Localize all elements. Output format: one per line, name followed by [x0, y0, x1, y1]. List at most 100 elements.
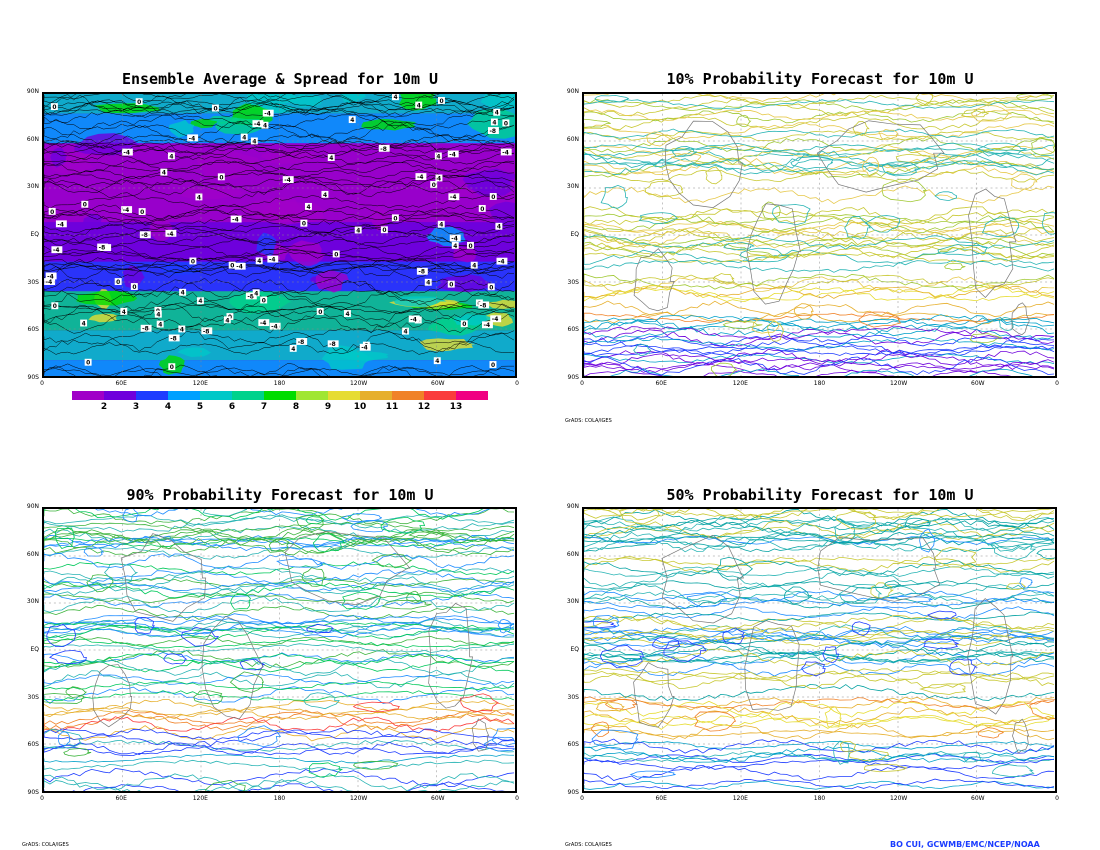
map-p90	[42, 507, 517, 793]
contour-line	[822, 646, 840, 664]
contour-line	[1005, 582, 1027, 590]
contour-line	[751, 318, 780, 334]
contour-label: 0	[138, 208, 146, 216]
svg-text:0: 0	[504, 120, 508, 127]
continent-outline	[744, 620, 800, 711]
contour-line	[584, 580, 1055, 590]
lat-tick-label: EQ	[570, 646, 579, 653]
contour-line	[584, 611, 1055, 623]
contour-line	[584, 614, 1055, 632]
contour-label: 4	[470, 261, 478, 270]
contour-line	[584, 591, 1055, 604]
contour-line	[584, 671, 1055, 690]
colorbar-swatch	[136, 391, 168, 400]
lat-tick-label: 60S	[27, 741, 39, 749]
contour-line	[44, 534, 515, 554]
contour-line	[122, 509, 139, 523]
contour-line	[671, 146, 698, 158]
colorbar-label: 13	[449, 402, 463, 412]
contour-label: -8	[140, 324, 152, 333]
shade-blob	[83, 213, 103, 231]
contour-label: 0	[460, 320, 468, 328]
contour-line	[584, 753, 1055, 764]
contour-label: 0	[50, 103, 58, 111]
contour-line	[949, 658, 979, 675]
lon-tick-label: 0	[515, 795, 519, 802]
contour-label: -4	[51, 246, 63, 254]
contour-label: 4	[80, 319, 88, 327]
contour-line	[65, 686, 88, 699]
contour-line	[971, 104, 1013, 122]
contour-line	[584, 325, 1055, 340]
contour-line	[44, 212, 515, 227]
contour-label: 4	[160, 168, 168, 177]
lon-tick-label: 120E	[732, 795, 748, 802]
contour-label: 4	[252, 289, 260, 297]
svg-text:0: 0	[491, 362, 495, 369]
contour-line	[44, 224, 515, 234]
contour-line	[44, 94, 502, 104]
contour-line	[44, 552, 515, 570]
colorbar-swatch	[360, 391, 392, 400]
contour-line	[44, 251, 515, 261]
contour-line	[584, 699, 1055, 718]
contour-label: 0	[489, 361, 497, 369]
contour-line	[963, 751, 981, 763]
contour-line	[63, 748, 92, 757]
contour-line	[44, 169, 515, 179]
contour-label: 0	[478, 204, 486, 213]
contour-line	[584, 259, 1055, 273]
lon-tick-label: 120E	[732, 380, 748, 387]
contour-label: 4	[490, 118, 498, 126]
contour-label: -8	[97, 243, 109, 251]
contour-line	[483, 736, 515, 752]
contour-line	[497, 619, 512, 634]
contour-line	[584, 616, 1055, 632]
lon-tick-label: 60E	[115, 795, 127, 802]
lat-tick-label: 30S	[567, 693, 579, 701]
lat-tick-label: EQ	[30, 646, 39, 653]
contour-label: -4	[490, 315, 502, 323]
svg-text:4: 4	[393, 94, 397, 101]
lon-tick-label: 120W	[889, 380, 908, 387]
contour-line	[584, 515, 1055, 535]
contour-label: 0	[228, 261, 236, 270]
contour-line	[864, 215, 901, 233]
contour-line	[884, 580, 901, 589]
lon-tick-label: 120W	[349, 380, 368, 387]
contour-line	[584, 569, 1055, 588]
contour-line	[202, 509, 247, 517]
contour-line	[44, 208, 515, 222]
svg-text:-8: -8	[203, 328, 210, 335]
contour-line	[584, 534, 1055, 544]
contour-line	[584, 130, 1055, 142]
continent-outline	[1011, 302, 1030, 336]
svg-text:4: 4	[225, 317, 229, 324]
contour-line	[44, 160, 515, 172]
contour-line	[989, 540, 1037, 560]
contour-label: 4	[437, 220, 445, 229]
contour-line	[838, 584, 883, 604]
contour-label: -4	[415, 173, 427, 181]
contour-label: -4	[187, 134, 199, 142]
contour-line	[694, 711, 737, 732]
contour-label: 0	[130, 283, 138, 291]
svg-text:4: 4	[180, 326, 184, 333]
contour-line	[584, 634, 1055, 645]
contour-label: 4	[255, 257, 263, 265]
contour-line	[584, 740, 1055, 750]
contour-line	[801, 661, 826, 677]
continent-outline	[1012, 718, 1030, 754]
contour-label: -4	[449, 234, 461, 243]
contour-line	[44, 365, 501, 376]
contour-line	[852, 121, 870, 137]
svg-text:-4: -4	[47, 273, 54, 280]
lat-tick-label: 60S	[567, 741, 579, 749]
svg-text:4: 4	[437, 175, 441, 182]
svg-text:-4: -4	[167, 231, 174, 238]
svg-text:4: 4	[254, 290, 258, 297]
contour-line	[44, 713, 515, 731]
svg-text:4: 4	[263, 123, 267, 130]
contour-line	[584, 248, 1055, 265]
contour-line	[44, 139, 515, 157]
